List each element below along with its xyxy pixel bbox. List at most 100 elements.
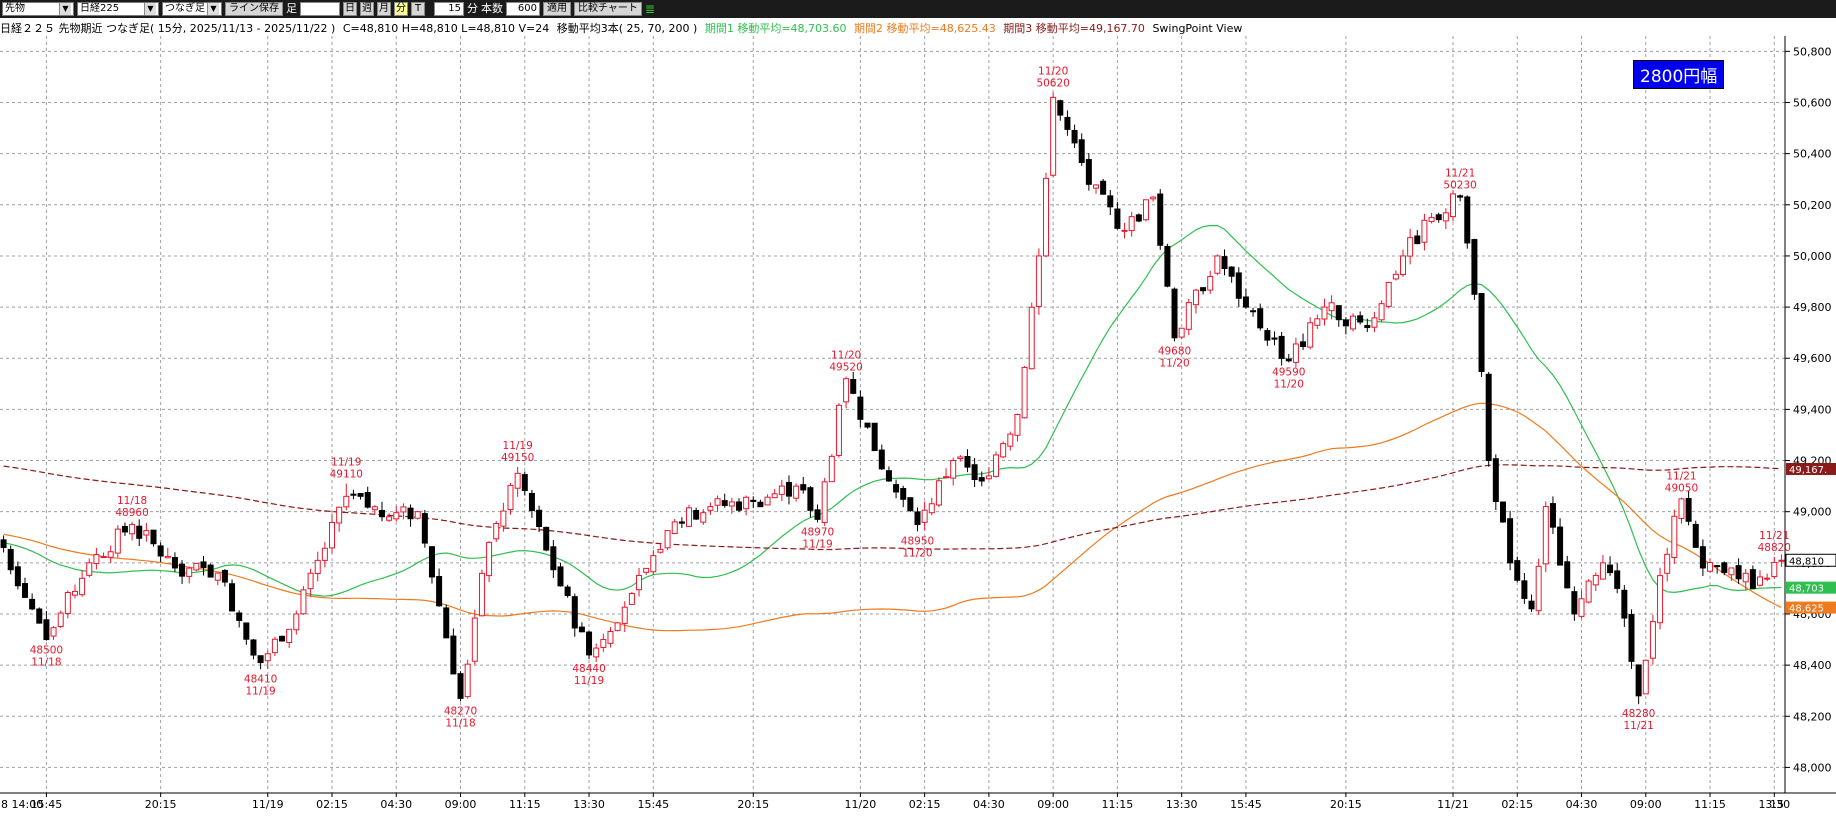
candle-down: [914, 507, 921, 532]
swing-price-label: 49680: [1158, 345, 1191, 357]
candle-body: [300, 589, 307, 615]
x-edge-label-left: 8 14:00: [1, 798, 43, 811]
candle-down: [1564, 555, 1571, 589]
candle-body: [1400, 255, 1407, 276]
ashi-input[interactable]: [300, 2, 340, 16]
candle-body: [350, 493, 357, 496]
candle-up: [607, 627, 614, 648]
candle-up: [1035, 248, 1042, 315]
candle-body: [1657, 575, 1664, 624]
candle-down: [1414, 229, 1421, 245]
candle-body: [129, 523, 136, 535]
candle-body: [1264, 330, 1271, 341]
symbol-select[interactable]: 日経225 ▼: [77, 2, 159, 16]
candle-body: [521, 474, 528, 492]
candle-body: [1649, 621, 1656, 659]
candle-down: [229, 579, 236, 612]
candle-up: [1664, 547, 1671, 582]
minute-input[interactable]: 15: [434, 2, 464, 16]
candle-body: [993, 454, 1000, 477]
candle-up: [186, 566, 193, 584]
candle-body: [1121, 229, 1128, 232]
candle-down: [1507, 510, 1514, 571]
candle-down: [1628, 609, 1635, 669]
candle-body: [314, 559, 321, 575]
candle-body: [421, 513, 428, 544]
candle-body: [835, 404, 842, 456]
moving-averages: [3, 224, 1782, 632]
candle-body: [1464, 196, 1471, 244]
candle-up: [764, 494, 771, 506]
candle-up: [671, 518, 678, 535]
candle-down: [907, 497, 914, 512]
compare-chart-button[interactable]: 比較チャート: [574, 2, 642, 16]
candle-up: [271, 636, 278, 656]
y-tick-label: 50,200: [1793, 199, 1832, 212]
swing-date-label: 11/18: [117, 495, 147, 507]
candle-down: [564, 584, 571, 598]
candle-body: [271, 638, 278, 654]
candle-up: [835, 403, 842, 458]
candle-down: [871, 422, 878, 452]
swing-price-label: 48410: [244, 673, 277, 685]
candle-down: [678, 517, 685, 528]
grid-lines: [0, 36, 1785, 793]
candle-down: [814, 504, 821, 523]
market-select[interactable]: 先物 ▼: [2, 2, 74, 16]
candle-body: [785, 482, 792, 497]
candle-up: [600, 633, 607, 652]
candle-up: [486, 541, 493, 583]
candle-body: [1428, 217, 1435, 222]
candle-body: [1235, 272, 1242, 299]
candle-down: [785, 475, 792, 505]
candle-body: [1107, 195, 1114, 208]
candle-down: [1242, 288, 1249, 309]
price-badge-bg: [1786, 601, 1836, 614]
candle-down: [1749, 565, 1756, 589]
candle-body: [564, 586, 571, 597]
chain-select[interactable]: つなぎ足 ▼: [162, 2, 222, 16]
period-tick-button[interactable]: T: [411, 2, 425, 16]
candle-down: [1135, 213, 1142, 223]
candle-body: [164, 555, 171, 559]
candle-body: [1671, 515, 1678, 558]
swing-date-label: 11/20: [1159, 357, 1189, 369]
candle-body: [550, 546, 557, 571]
candle-down: [236, 610, 243, 628]
candle-up: [1449, 190, 1456, 222]
candle-body: [1307, 322, 1314, 348]
candle-body: [1507, 518, 1514, 564]
candle-body: [1228, 266, 1235, 277]
candle-down: [221, 569, 228, 587]
apply-button[interactable]: 適用: [543, 2, 571, 16]
candle-up: [1657, 567, 1664, 630]
period-week-button[interactable]: 週: [360, 2, 374, 16]
candle-down: [1635, 664, 1642, 705]
y-tick-label: 50,400: [1793, 148, 1832, 161]
period-day-button[interactable]: 日: [343, 2, 357, 16]
candle-down: [428, 546, 435, 584]
candle-down: [1621, 585, 1628, 627]
period-minute-button[interactable]: 分: [394, 2, 408, 16]
candle-body: [557, 566, 564, 587]
candle-body: [1549, 503, 1556, 528]
candle-body: [407, 507, 414, 520]
period-month-button[interactable]: 月: [377, 2, 391, 16]
candle-body: [578, 626, 585, 633]
candle-up: [1585, 579, 1592, 604]
candle-up: [1178, 327, 1185, 340]
candle-body: [1207, 275, 1214, 291]
candle-body: [450, 635, 457, 675]
candle-up: [707, 502, 714, 515]
line-save-button[interactable]: ライン保存: [225, 2, 283, 16]
candle-body: [857, 396, 864, 420]
lines-icon[interactable]: ≣: [644, 2, 655, 16]
candle-down: [1699, 539, 1706, 577]
candle-up: [1400, 249, 1407, 277]
swing-date-label: 11/20: [1038, 66, 1068, 78]
candle-body: [1014, 414, 1021, 436]
count-input[interactable]: 600: [506, 2, 540, 16]
candle-body: [843, 378, 850, 403]
